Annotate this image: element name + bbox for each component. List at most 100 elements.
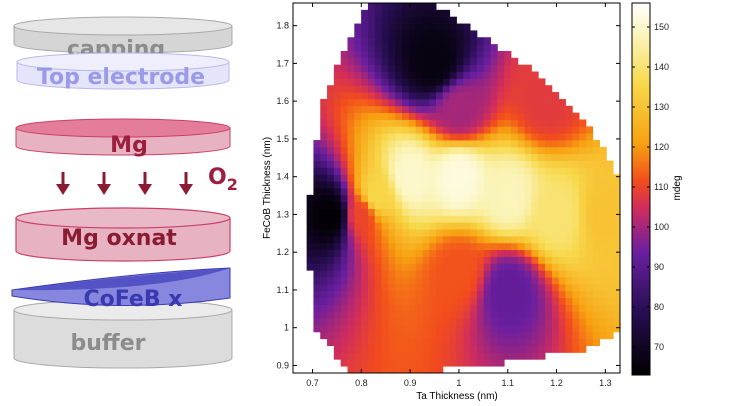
heatmap-cell xyxy=(463,140,471,148)
heatmap-cell xyxy=(511,105,519,114)
heatmap-cell xyxy=(395,167,403,175)
heatmap-cell xyxy=(415,57,423,66)
heatmap-cell xyxy=(395,215,403,223)
heatmap-cell xyxy=(429,366,437,374)
heatmap-cell xyxy=(599,174,607,182)
heatmap-cell xyxy=(524,201,532,209)
heatmap-cell xyxy=(367,311,376,319)
heatmap-cell xyxy=(592,325,600,333)
heatmap-cell xyxy=(476,37,485,45)
heatmap-cell xyxy=(374,256,382,264)
heatmap-cell xyxy=(572,325,580,333)
heatmap-cell xyxy=(333,85,342,93)
heatmap-cell xyxy=(483,126,491,134)
heatmap-cell xyxy=(388,345,396,353)
heatmap-cell xyxy=(354,92,362,100)
heatmap-cell xyxy=(497,146,505,155)
heatmap-cell xyxy=(333,263,342,271)
heatmap-cell xyxy=(361,23,369,31)
heatmap-cell xyxy=(449,160,457,168)
heatmap-cell xyxy=(388,112,396,120)
heatmap-cell xyxy=(436,311,444,319)
heatmap-cell xyxy=(442,325,451,333)
heatmap-cell xyxy=(545,146,553,155)
heatmap-cell xyxy=(313,194,321,203)
heatmap-cell xyxy=(456,277,464,285)
heatmap-cell xyxy=(340,325,348,333)
heatmap-cell xyxy=(497,318,505,326)
heatmap-cell xyxy=(402,366,410,374)
heatmap-cell xyxy=(538,140,546,148)
heatmap-cell xyxy=(442,194,451,203)
heatmap-cell xyxy=(340,297,348,305)
heatmap-cell xyxy=(436,153,444,161)
heatmap-cell xyxy=(327,181,335,189)
heatmap-cell xyxy=(572,304,580,312)
heatmap-cell xyxy=(415,50,423,59)
heatmap-cell xyxy=(354,153,362,161)
heatmap-cell xyxy=(572,153,580,161)
mg-oxnat-label: Mg oxnat xyxy=(61,226,177,251)
heatmap-cell xyxy=(367,215,376,223)
heatmap-cell xyxy=(388,23,396,31)
heatmap-cell xyxy=(361,215,369,223)
heatmap-cell xyxy=(579,256,587,264)
heatmap-cell xyxy=(449,229,457,237)
heatmap-cell xyxy=(524,242,532,251)
heatmap-cell xyxy=(422,194,430,203)
heatmap-cell xyxy=(470,208,478,216)
heatmap-cell xyxy=(599,283,607,292)
heatmap-cell xyxy=(333,222,342,230)
heatmap-cell xyxy=(367,338,376,346)
heatmap-cell xyxy=(531,201,539,209)
heatmap-cell xyxy=(463,174,471,182)
heatmap-cell xyxy=(572,201,580,209)
heatmap-cell xyxy=(511,188,519,196)
heatmap-cell xyxy=(306,235,314,244)
heatmap-cell xyxy=(524,235,532,244)
heatmap-cell xyxy=(613,297,621,305)
heatmap-cell xyxy=(613,229,621,237)
heatmap-cell xyxy=(463,325,471,333)
heatmap-cell xyxy=(367,85,376,93)
heatmap-cell xyxy=(504,263,512,271)
heatmap-cell xyxy=(599,222,607,230)
heatmap-cell xyxy=(340,290,348,299)
heatmap-cell xyxy=(545,318,553,326)
heatmap-cell xyxy=(381,352,389,360)
heatmap-cell xyxy=(381,208,389,216)
heatmap-cell xyxy=(388,71,396,79)
heatmap-cell xyxy=(599,153,607,161)
heatmap-cell xyxy=(585,194,594,203)
heatmap-cell xyxy=(374,201,382,209)
heatmap-cell xyxy=(470,112,478,120)
heatmap-cell xyxy=(327,338,335,346)
heatmap-cell xyxy=(436,188,444,196)
heatmap-cell xyxy=(511,256,519,264)
heatmap-cell xyxy=(497,242,505,251)
heatmap-cell xyxy=(340,235,348,244)
heatmap-cell xyxy=(381,133,389,141)
heatmap-cell xyxy=(327,167,335,175)
heatmap-cell xyxy=(429,105,437,114)
cofeb-label: CoFeB x xyxy=(84,287,183,312)
heatmap-cell xyxy=(613,256,621,264)
heatmap-cell xyxy=(463,352,471,360)
heatmap-cell xyxy=(517,318,526,326)
heatmap-cell xyxy=(497,71,505,79)
heatmap-cell xyxy=(429,133,437,141)
heatmap-cell xyxy=(429,235,437,244)
heatmap-cell xyxy=(449,208,457,216)
heatmap-cell xyxy=(354,311,362,319)
heatmap-cell xyxy=(388,146,396,155)
heatmap-cell xyxy=(511,201,519,209)
heatmap-cell xyxy=(545,297,553,305)
heatmap-cell xyxy=(333,297,342,305)
heatmap-cell xyxy=(361,50,369,59)
heatmap-cell xyxy=(442,105,451,114)
heatmap-cell xyxy=(395,92,403,100)
heatmap-cell xyxy=(524,352,532,360)
heatmap-cell xyxy=(408,222,417,230)
heatmap-cell xyxy=(497,133,505,141)
heatmap-cell xyxy=(429,338,437,346)
